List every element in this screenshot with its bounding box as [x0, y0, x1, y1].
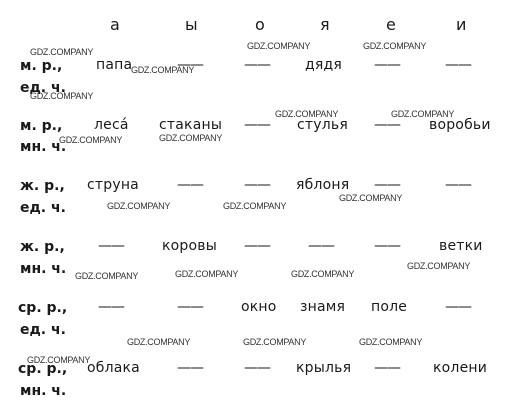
table-cell: леса́	[94, 117, 129, 133]
row-label-number: ед. ч.	[20, 322, 66, 338]
table-cell: облака	[87, 360, 140, 376]
watermark: GDZ.COMPANY	[30, 91, 94, 101]
table-cell: воробьи	[429, 117, 491, 133]
watermark: GDZ.COMPANY	[107, 201, 171, 211]
table-cell: коровы	[162, 238, 217, 254]
row-label-number: мн. ч.	[20, 261, 67, 277]
row-label-gender: ср. р.,	[18, 361, 68, 377]
table-cell: ——	[244, 117, 271, 133]
watermark: GDZ.COMPANY	[363, 41, 427, 51]
table-cell: ——	[374, 360, 401, 376]
table-cell: поле	[371, 299, 408, 315]
watermark: GDZ.COMPANY	[291, 269, 355, 279]
row-label-number: ед. ч.	[20, 80, 66, 96]
table-cell: ——	[98, 238, 125, 254]
table-cell: ——	[177, 299, 204, 315]
table-cell: ——	[244, 57, 271, 73]
table-cell: ——	[374, 57, 401, 73]
table-cell: папа	[96, 57, 133, 73]
watermark: GDZ.COMPANY	[75, 271, 139, 281]
watermark: GDZ.COMPANY	[407, 261, 471, 271]
row-label-gender: ср. р.,	[18, 300, 68, 316]
row-label-number: мн. ч.	[20, 139, 67, 155]
table-cell: ——	[445, 57, 472, 73]
table-cell: ——	[244, 238, 271, 254]
row-label-gender: м. р.,	[20, 58, 63, 74]
row-label-number: мн. ч.	[20, 383, 67, 399]
row-label-gender: ж. р.,	[20, 178, 65, 194]
table-cell: ——	[177, 360, 204, 376]
table-cell: ——	[445, 177, 472, 193]
watermark: GDZ.COMPANY	[275, 109, 339, 119]
table-cell: яблоня	[296, 177, 350, 193]
table-cell: ——	[445, 299, 472, 315]
vowel-i: и	[456, 15, 467, 34]
watermark: GDZ.COMPANY	[27, 355, 91, 365]
watermark: GDZ.COMPANY	[175, 269, 239, 279]
table-cell: ——	[374, 238, 401, 254]
vowel-o: о	[255, 15, 265, 34]
table-cell: стулья	[297, 117, 348, 133]
watermark: GDZ.COMPANY	[391, 109, 455, 119]
table-cell: ——	[374, 177, 401, 193]
vowel-e: е	[386, 15, 396, 34]
watermark: GDZ.COMPANY	[127, 337, 191, 347]
table-cell: ——	[308, 238, 335, 254]
watermark: GDZ.COMPANY	[247, 41, 311, 51]
table-cell: знамя	[300, 299, 346, 315]
vowel-a: а	[110, 15, 120, 34]
watermark: GDZ.COMPANY	[359, 337, 423, 347]
table-cell: ——	[177, 177, 204, 193]
table-cell: ——	[374, 117, 401, 133]
watermark: GDZ.COMPANY	[223, 201, 287, 211]
table-cell: ——	[244, 177, 271, 193]
row-label-gender: м. р.,	[20, 118, 63, 134]
table-cell: окно	[241, 299, 277, 315]
table-cell: крылья	[296, 360, 352, 376]
table-cell: дядя	[305, 57, 343, 73]
watermark: GDZ.COMPANY	[243, 337, 307, 347]
watermark: GDZ.COMPANY	[59, 135, 123, 145]
table-cell: стаканы	[159, 117, 223, 133]
row-label-gender: ж. р.,	[20, 239, 65, 255]
vowel-y: ы	[185, 15, 198, 34]
watermark: GDZ.COMPANY	[159, 133, 223, 143]
watermark: GDZ.COMPANY	[30, 47, 94, 57]
row-label-number: ед. ч.	[20, 200, 66, 216]
table-cell: колени	[433, 360, 488, 376]
table-cell: струна	[87, 177, 139, 193]
table-cell: ——	[177, 57, 204, 73]
watermark: GDZ.COMPANY	[339, 193, 403, 203]
watermark: GDZ.COMPANY	[131, 65, 195, 75]
table-cell: ——	[98, 299, 125, 315]
vowel-ya: я	[320, 15, 330, 34]
table-cell: ветки	[439, 238, 483, 254]
table-cell: ——	[244, 360, 271, 376]
